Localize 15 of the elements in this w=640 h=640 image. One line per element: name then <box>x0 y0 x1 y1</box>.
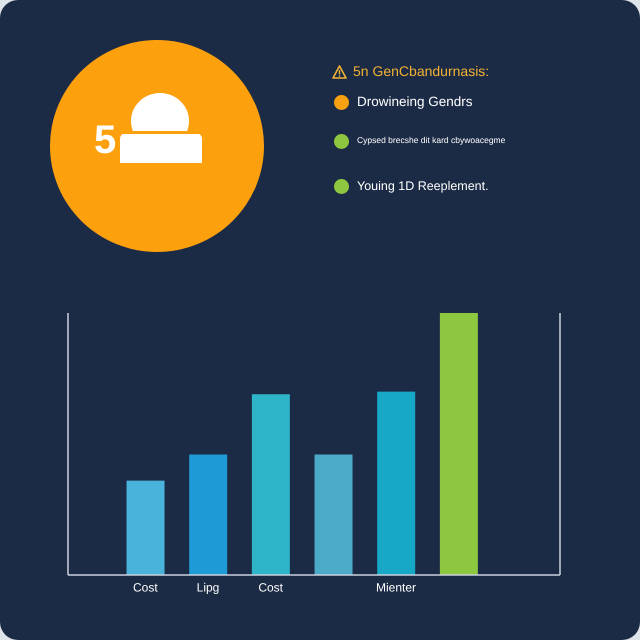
bar <box>126 480 165 575</box>
x-tick-label: Cost <box>132 580 158 595</box>
chart-title: 5n GenCbandurnasis: <box>353 62 490 80</box>
bar <box>314 454 353 575</box>
text: Cypsed brecshe dit kard cbywoacegme <box>357 135 506 147</box>
text: Drowineing Gendrs <box>357 93 473 111</box>
x-tick-label: Cost <box>258 580 284 595</box>
text: 5 <box>94 118 116 162</box>
bar <box>377 392 416 575</box>
x-tick-label: Mienter <box>376 580 416 595</box>
x-tick-label: Lipg <box>196 580 220 595</box>
bar <box>440 313 478 575</box>
text: Youing 1D Reeplement. <box>357 178 489 194</box>
bar <box>189 454 228 575</box>
bar <box>252 394 290 575</box>
